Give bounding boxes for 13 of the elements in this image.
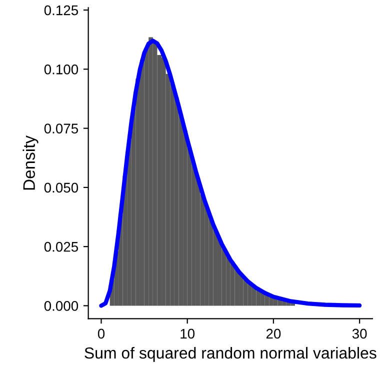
y-tick-label: 0.050 bbox=[44, 182, 78, 193]
x-tick-label: 20 bbox=[266, 328, 281, 339]
y-axis-title: Density bbox=[22, 135, 38, 190]
x-tick-label: 0 bbox=[98, 328, 105, 339]
y-tick-label: 0.075 bbox=[44, 124, 78, 134]
x-axis-title: Sum of squared random normal variables bbox=[84, 346, 376, 362]
x-tick-label: 10 bbox=[180, 328, 195, 339]
x-tick-label: 30 bbox=[352, 328, 367, 339]
y-tick-label: 0.100 bbox=[44, 64, 78, 74]
y-tick-label: 0.125 bbox=[44, 5, 78, 16]
line-series bbox=[99, 38, 362, 308]
y-tick-label: 0.000 bbox=[44, 301, 78, 311]
y-tick-label: 0.025 bbox=[44, 242, 78, 252]
